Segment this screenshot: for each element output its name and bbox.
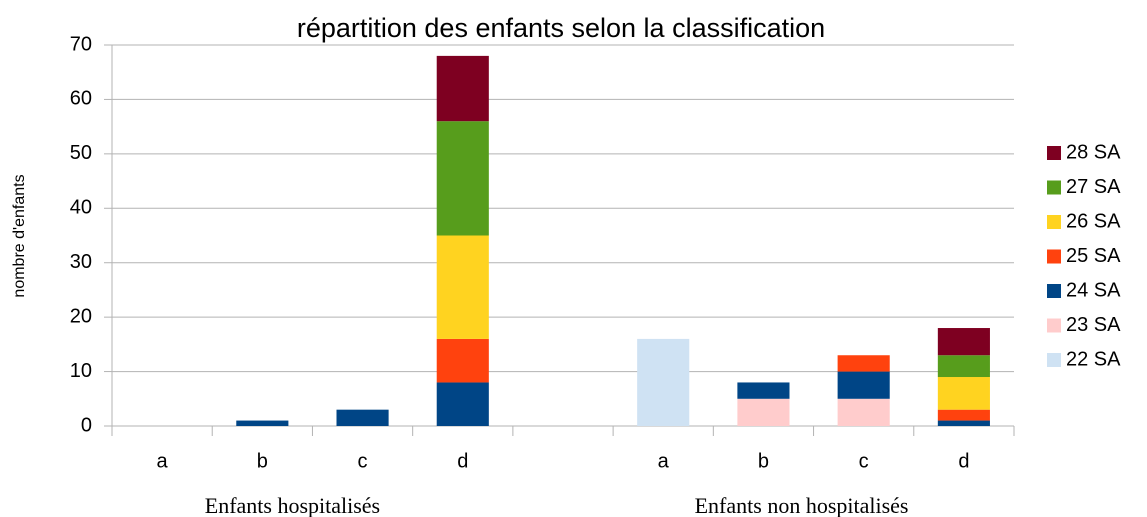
legend-swatch	[1047, 146, 1061, 160]
y-tick-label: 60	[70, 88, 92, 110]
y-tick-label: 70	[70, 33, 92, 55]
y-tick-label: 40	[70, 197, 92, 219]
x-tick-label: a	[658, 450, 670, 472]
bar-segment	[436, 338, 489, 383]
bar-segment	[436, 55, 489, 122]
legend-swatch	[1047, 215, 1061, 229]
bar-segment	[436, 121, 489, 236]
bar-segment	[236, 420, 289, 426]
legend-label: 28 SA	[1066, 141, 1121, 163]
legend-label: 25 SA	[1066, 245, 1121, 267]
bar-segment	[737, 398, 790, 426]
legend-swatch	[1047, 318, 1061, 333]
bar-segment	[937, 409, 990, 421]
bar-segment	[436, 235, 489, 339]
y-tick-label: 30	[70, 251, 92, 273]
legend-label: 27 SA	[1066, 176, 1121, 198]
x-tick-label: b	[758, 450, 769, 472]
x-tick-label: b	[257, 450, 268, 472]
bar-segment	[436, 382, 489, 426]
bar-segment	[937, 328, 990, 356]
bar-segment	[737, 382, 790, 399]
bar-segment	[837, 398, 890, 426]
bar-segment	[937, 377, 990, 410]
legend-swatch	[1047, 284, 1061, 298]
legend-label: 22 SA	[1066, 348, 1121, 370]
y-tick-label: 20	[70, 305, 92, 327]
y-tick-label: 0	[81, 414, 92, 436]
bar-segment	[336, 409, 389, 426]
legend-label: 24 SA	[1066, 279, 1121, 301]
y-tick-label: 50	[70, 142, 92, 164]
legend-label: 26 SA	[1066, 210, 1121, 232]
y-tick-label: 10	[70, 360, 92, 382]
x-tick-label: c	[358, 450, 368, 472]
bar-segment	[937, 420, 990, 426]
chart-title: répartition des enfants selon la classif…	[297, 13, 825, 43]
legend-label: 23 SA	[1066, 314, 1121, 336]
legend-swatch	[1047, 353, 1061, 367]
x-tick-label: c	[859, 450, 869, 472]
group-label: Enfants hospitalisés	[205, 493, 380, 517]
bar-segment	[837, 371, 890, 399]
legend-swatch	[1047, 249, 1061, 264]
bar-segment	[837, 355, 890, 372]
bar-segment	[937, 355, 990, 378]
group-label: Enfants non hospitalisés	[695, 493, 909, 517]
x-tick-label: a	[157, 450, 169, 472]
y-axis-label: nombre d'enfants	[11, 174, 28, 297]
bar-segment	[637, 338, 690, 426]
legend-swatch	[1047, 180, 1061, 195]
x-tick-label: d	[457, 450, 468, 472]
x-tick-label: d	[958, 450, 969, 472]
